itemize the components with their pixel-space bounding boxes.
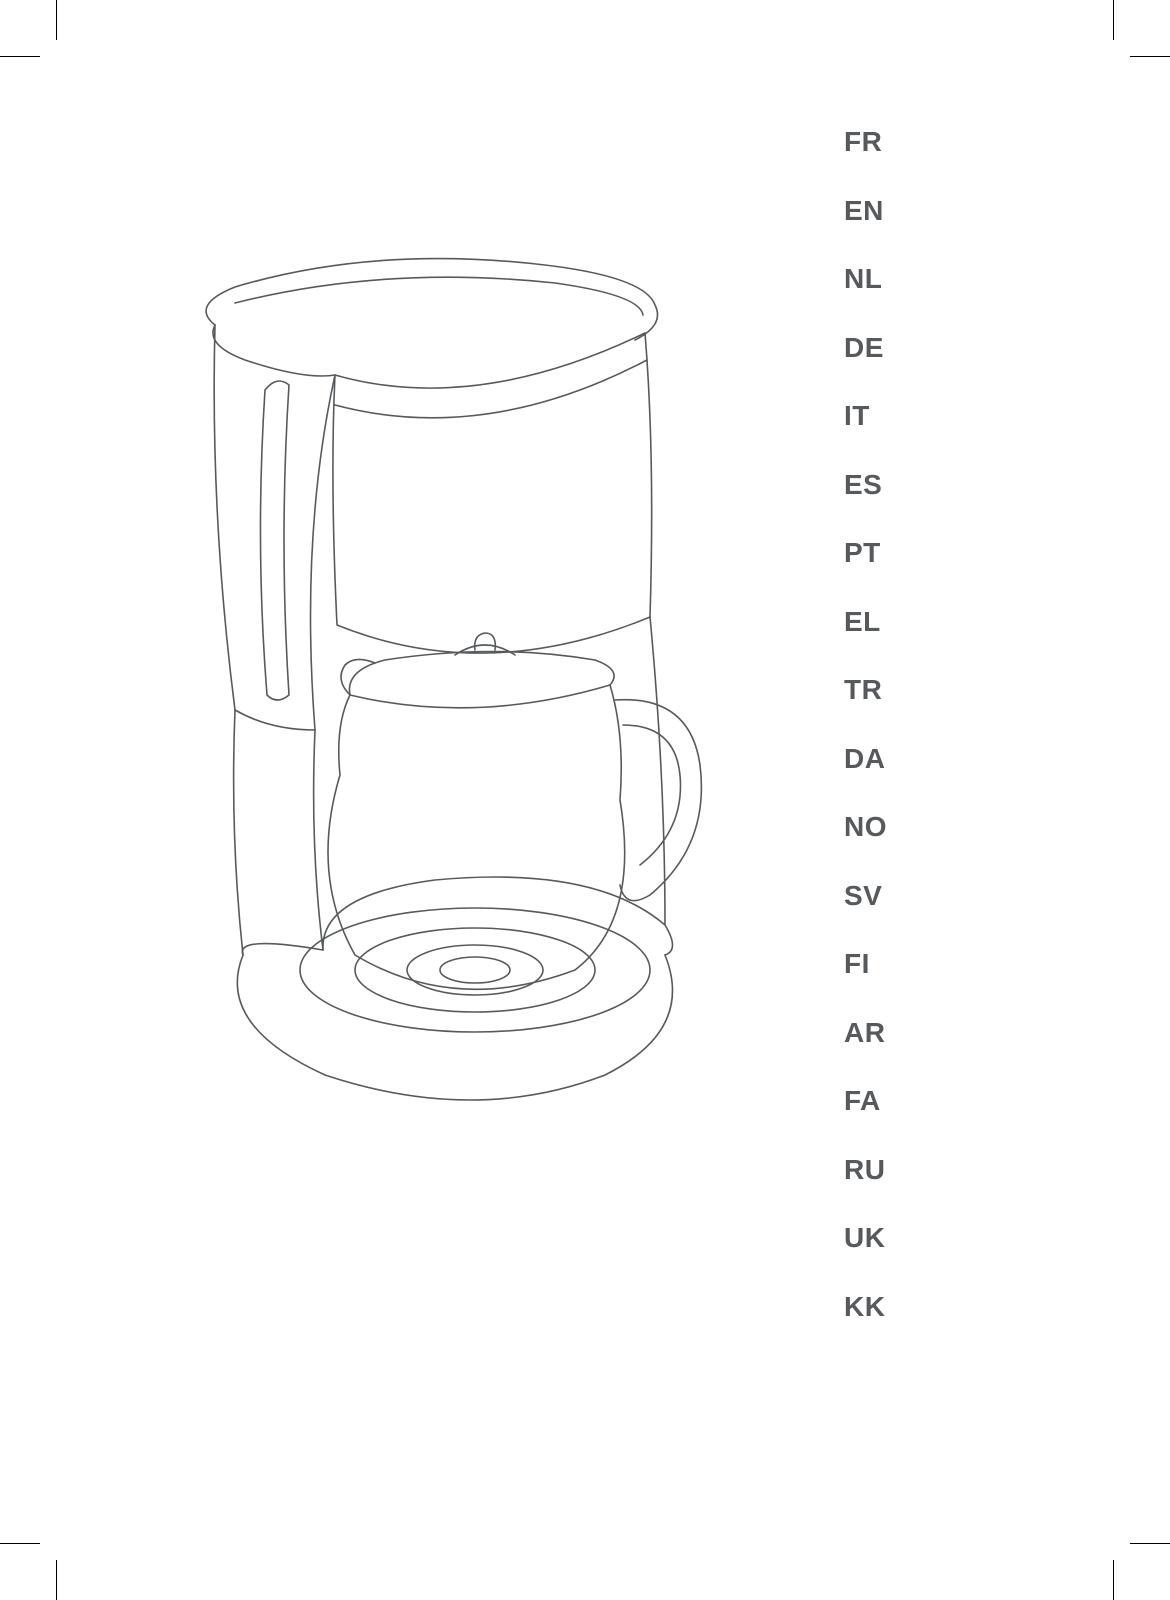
language-code: EN (844, 177, 887, 246)
language-code: PT (844, 519, 887, 588)
language-code: FA (844, 1067, 887, 1136)
language-code: FI (844, 930, 887, 999)
language-code: EL (844, 588, 887, 657)
coffee-maker-illustration (175, 255, 715, 1125)
language-code: SV (844, 862, 887, 931)
language-code: RU (844, 1136, 887, 1205)
crop-mark (0, 56, 40, 57)
crop-mark (1113, 1560, 1114, 1600)
language-code: ES (844, 451, 887, 520)
crop-mark (56, 1560, 57, 1600)
language-code: DA (844, 725, 887, 794)
language-code: AR (844, 999, 887, 1068)
language-code: NO (844, 793, 887, 862)
language-code: FR (844, 108, 887, 177)
language-code: UK (844, 1204, 887, 1273)
language-code: DE (844, 314, 887, 383)
language-list: FR EN NL DE IT ES PT EL TR DA NO SV FI A… (844, 108, 887, 1341)
crop-mark (56, 0, 57, 40)
crop-mark (1113, 0, 1114, 40)
crop-mark (1130, 56, 1170, 57)
crop-mark (1130, 1543, 1170, 1544)
manual-cover-page: FR EN NL DE IT ES PT EL TR DA NO SV FI A… (0, 0, 1170, 1600)
language-code: NL (844, 245, 887, 314)
language-code: KK (844, 1273, 887, 1342)
language-code: IT (844, 382, 887, 451)
language-code: TR (844, 656, 887, 725)
crop-mark (0, 1543, 40, 1544)
